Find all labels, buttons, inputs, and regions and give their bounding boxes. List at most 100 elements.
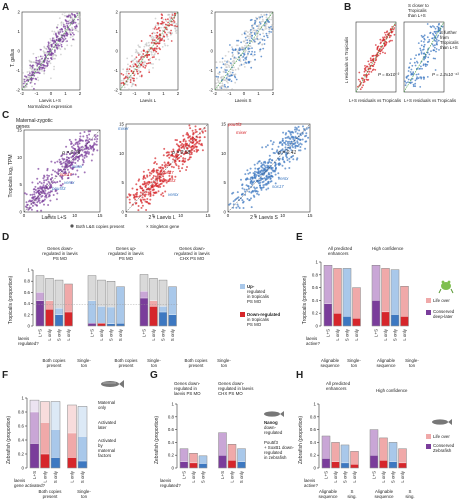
data-point [57,45,59,47]
data-point [54,51,56,53]
background-point [38,70,41,72]
data-point [59,28,62,31]
data-point [141,183,144,186]
data-point [226,61,228,63]
data-point [259,181,262,184]
data-point [269,158,272,161]
data-point [51,40,54,42]
data-point [43,181,45,184]
x-tick-label: 2 [177,91,180,96]
data-point [155,50,158,53]
data-point [36,201,39,204]
bar-label: S only [118,328,123,341]
background-point [258,24,260,26]
data-point [159,38,162,41]
data-point [252,181,254,184]
background-point [22,72,24,74]
data-point [184,157,187,160]
data-point [146,56,149,59]
background-point [63,14,66,17]
background-point [234,81,237,84]
x-tick-label: 2 [79,91,82,96]
data-point [44,54,47,56]
data-point [407,78,410,81]
panel-g-group-1c: laevis PS MO [174,391,201,396]
panel-f-rowlabel-2: gene activated? [14,483,46,488]
data-point [422,45,425,48]
background-point [138,45,141,48]
data-point [38,189,40,192]
data-point [36,71,39,74]
data-point [367,78,370,81]
background-point [63,11,66,14]
data-point [155,47,158,50]
panel-f-bottom-1b: present [43,494,58,499]
data-point [82,161,85,164]
y-tick-label: 15 [17,128,22,133]
background-point [227,50,230,53]
bar-segment [371,265,381,301]
data-point [84,139,87,142]
data-point [224,85,227,88]
background-point [28,70,31,73]
background-point [174,30,177,33]
data-point [125,75,127,78]
data-point [436,42,438,44]
data-point [388,40,391,43]
data-point [192,141,194,144]
background-point [122,68,124,71]
background-point [37,79,40,82]
data-point [62,40,65,43]
data-point [278,159,281,161]
x-tick-label: -2 [118,91,122,96]
background-point [155,58,157,61]
data-point [46,174,49,177]
background-point [172,11,175,14]
bar-segment [379,460,388,469]
background-point [55,54,57,57]
data-point [32,64,34,67]
data-point [150,178,153,181]
data-point [146,54,148,57]
data-point [246,39,249,41]
data-point [277,145,280,148]
data-point [60,27,63,30]
data-point [242,201,244,204]
data-point [193,150,196,152]
data-point [95,140,98,143]
panel-f-bottom-2b: ton [81,494,88,499]
data-point [149,34,152,37]
background-point [36,76,39,79]
data-point [229,78,231,81]
data-point [270,25,272,28]
data-point [72,144,75,147]
data-point [199,128,202,130]
data-point [284,141,286,144]
data-point [147,202,150,205]
data-point [84,150,87,153]
bar-label: S only [343,470,348,483]
panel-e-bar-chart: 0 0.2 0.4 0.6 0.8 1 L+S L only S only L only L+S L … [312,260,409,341]
background-point [140,50,143,53]
data-point [253,40,256,43]
data-point [89,130,92,133]
data-point [160,193,163,196]
data-point [225,77,228,80]
background-point [58,47,61,49]
data-point [174,160,177,163]
data-point [254,170,256,173]
data-point [74,173,77,176]
background-point [270,18,273,21]
background-point [32,61,34,63]
bar-label: L+S [324,471,329,479]
data-point [43,192,46,195]
data-point [40,48,42,51]
background-point [28,76,30,79]
x-tick-label: 10 [178,213,183,218]
data-point [296,145,299,148]
data-point [294,146,297,149]
data-point [40,182,43,185]
data-point [252,190,255,193]
legend-swatch-up [240,284,245,289]
y-tick-label: 1 [18,29,21,34]
